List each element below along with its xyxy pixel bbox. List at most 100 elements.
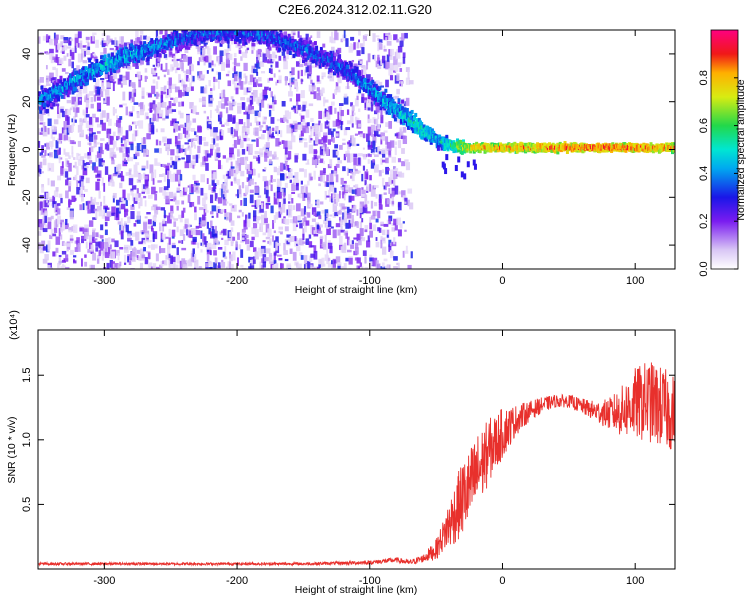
spectrogram-cell (166, 215, 172, 224)
spectrogram-cell (49, 234, 53, 240)
spectrogram-cell (283, 198, 286, 204)
spectrogram-cell (186, 69, 189, 75)
spectrogram-cell (92, 51, 95, 55)
spectrogram-ridge-cell (331, 62, 335, 67)
spectrogram-cell (224, 97, 229, 106)
spectrogram-cell (278, 230, 283, 234)
spectrogram-cell (331, 37, 336, 44)
spectrogram-cell (240, 80, 244, 90)
spectrogram-cell (268, 109, 272, 117)
spectrogram-ridge-cell (193, 41, 197, 46)
spectrogram-cell (364, 180, 367, 186)
spectrogram-cell (230, 161, 233, 171)
spectrogram-cell (109, 47, 114, 51)
spectrogram-cell (162, 187, 166, 196)
spectrogram-cell (101, 82, 104, 89)
spectrogram-cell (401, 33, 405, 41)
spectrogram-cell (265, 248, 271, 254)
spectrogram-cell (135, 220, 138, 223)
spectrogram-ridge-cell (184, 30, 188, 32)
spectrogram-cell (93, 85, 97, 93)
spectrogram-ridge-cell (150, 38, 154, 43)
spectrogram-cell (106, 262, 110, 269)
spectrogram-cell (165, 57, 168, 60)
spectrogram-cell (128, 174, 134, 182)
spectrogram-cell (337, 262, 342, 266)
spectrogram-cell (300, 115, 305, 122)
spectrogram-ridge-cell (227, 24, 230, 28)
spectrogram-cell (192, 142, 196, 147)
spectrogram-cell (125, 71, 130, 80)
spectrogram-cell (318, 230, 323, 234)
spectrogram-cell (331, 46, 335, 51)
spectrogram-cell (308, 255, 313, 262)
spectrogram-cell (367, 159, 370, 164)
spectrogram-cell (55, 140, 59, 149)
spectrogram-cell (268, 128, 272, 135)
spectrogram-cell (87, 250, 91, 253)
spectrogram-cell (281, 188, 284, 194)
spectrogram-cell (166, 88, 169, 96)
spectrogram-cell (139, 197, 143, 207)
spectrogram-cell (174, 123, 178, 132)
spectrogram-cell (123, 262, 127, 265)
spectrogram-ridge-cell (233, 26, 236, 30)
spectrogram-ridge-cell (163, 44, 167, 49)
spectrogram-cell (61, 265, 66, 269)
spectrogram-ridge-cell (181, 44, 185, 49)
spectrogram-ridge-cell (181, 30, 185, 33)
spectrogram-cell (252, 247, 257, 253)
spectrogram-cell (206, 70, 209, 74)
spectrogram-cell (136, 37, 142, 43)
spectrogram-cell (319, 173, 323, 182)
spectrogram-cell (141, 87, 145, 97)
spectrogram-cell (281, 193, 284, 197)
spectrogram-cell (202, 233, 205, 242)
spectrogram-cell (39, 169, 42, 175)
spectrogram-ridge-cell (248, 25, 251, 29)
spectrogram-cell (401, 148, 405, 154)
spectrogram-cell (181, 81, 186, 87)
spectrogram-cell (49, 48, 54, 54)
spectrogram-cell (370, 97, 374, 104)
spectrogram-cell (84, 95, 86, 99)
spectrogram-cell (100, 241, 105, 251)
spectrogram-cell (369, 183, 372, 192)
spectrogram-cell (291, 191, 296, 194)
spectrogram-cell (283, 60, 288, 70)
spectrogram-cell (378, 81, 383, 87)
spectrogram-cell (141, 232, 144, 235)
spectrogram-cell (399, 223, 403, 229)
spectrogram-cell (383, 223, 389, 227)
spectrogram-cell (171, 242, 176, 247)
spectrogram-cell (310, 253, 315, 258)
spectrogram-cell (225, 119, 230, 127)
spectrogram-cell (168, 77, 172, 86)
spectrogram-cell (130, 240, 134, 246)
spectrogram-cell (358, 157, 361, 165)
spectrogram-cell (160, 128, 165, 133)
spectrogram-cell (203, 87, 207, 94)
spectrogram-cell (354, 170, 360, 174)
spectrogram-cell (211, 226, 215, 231)
spectrogram-cell (187, 139, 191, 142)
spectrogram-ridge-cell (329, 50, 333, 55)
spectrogram-cell (318, 264, 321, 268)
spectrogram-cell (208, 122, 212, 125)
spectrogram-cell (131, 90, 135, 98)
spectrogram-cell (74, 86, 80, 93)
spectrogram-cell (53, 227, 58, 233)
spectrogram-cell (370, 124, 376, 133)
spectrogram-ridge-cell (219, 36, 223, 41)
spectrogram-cell (270, 68, 273, 75)
spectrogram-cell (209, 266, 213, 269)
spectrogram-cell (128, 156, 134, 162)
spectrogram-cell (216, 135, 219, 141)
spectrogram-cell (332, 189, 335, 198)
spectrogram-cell (176, 148, 179, 155)
spectrogram-cell (268, 254, 273, 264)
spectrogram-cell (351, 137, 356, 147)
spectrogram-cell (268, 54, 272, 61)
spectrogram-cell (222, 155, 226, 159)
spectrogram-cell (205, 196, 208, 199)
